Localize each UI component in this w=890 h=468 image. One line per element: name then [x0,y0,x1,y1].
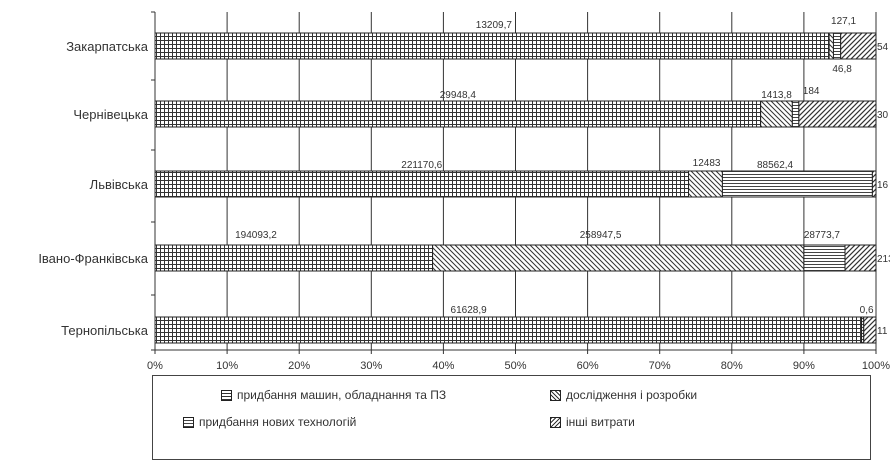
x-tick-label: 30% [360,360,382,372]
bar-1 [760,100,793,128]
x-tick-label: 20% [288,360,310,372]
bar-1 [688,170,723,198]
x-tick-label: 40% [432,360,454,372]
category-label: Чернівецька [73,107,148,122]
legend-label-technologies: придбання нових технологій [199,415,357,429]
legend: придбання машин, обладнання та ПЗ дослід… [152,375,871,460]
bar-0 [154,316,863,344]
legend-swatch-technologies [183,416,194,428]
bar-3 [844,244,877,272]
data-label: 88562,4 [757,160,794,171]
data-label: 221170,6 [401,160,442,171]
category-label: Тернопільська [61,323,149,338]
data-label: 0,6 [860,305,874,316]
x-tick-label: 0% [147,360,163,372]
legend-swatch-machines [221,389,232,401]
legend-swatch-other [550,416,561,428]
legend-swatch-research [550,389,561,401]
legend-item-machines: придбання машин, обладнання та ПЗ [221,388,446,402]
x-tick-label: 100% [862,360,890,372]
legend-item-other: інші витрати [550,415,635,429]
data-label: 28773,7 [804,230,841,241]
bar-2 [803,244,846,272]
bar-0 [154,170,690,198]
data-label: 16 [877,180,889,191]
legend-label-research: дослідження і розробки [566,388,698,402]
data-label: 258947,5 [580,230,622,241]
data-label: 54 [877,42,889,53]
data-label: 1413,8 [761,90,792,101]
data-label: 184 [803,86,820,97]
data-label: 46,8 [832,64,852,75]
bar-1 [828,32,834,60]
data-label: 213 [877,254,890,265]
bar-3 [863,316,877,344]
data-label: 11 [877,326,888,337]
x-tick-label: 80% [721,360,743,372]
bar-2 [791,100,800,128]
bar-3 [840,32,877,60]
bar-0 [154,100,762,128]
bar-3 [798,100,877,128]
bar-0 [154,244,434,272]
bar-0 [154,32,830,60]
data-label: 13209,7 [476,20,513,31]
category-label: Львівська [90,177,149,192]
legend-item-research: дослідження і розробки [550,388,697,402]
legend-label-machines: придбання машин, обладнання та ПЗ [237,388,447,402]
data-label: 127,1 [831,16,856,27]
legend-item-technologies: придбання нових технологій [183,415,356,429]
data-label: 29948,4 [440,90,477,101]
bar-1 [432,244,805,272]
category-label: Івано-Франківська [38,251,148,266]
data-label: 30 [877,110,889,121]
bar-2 [721,170,873,198]
legend-label-other: інші витрати [566,415,635,429]
bar-3 [871,170,877,198]
x-tick-label: 10% [216,360,238,372]
x-tick-label: 60% [577,360,599,372]
data-label: 61628,9 [451,305,488,316]
bar-2 [832,32,842,60]
data-label: 194093,2 [235,230,277,241]
x-tick-label: 50% [504,360,526,372]
x-tick-label: 90% [793,360,815,372]
x-tick-label: 70% [649,360,671,372]
category-label: Закарпатська [66,39,149,54]
data-label: 12483 [693,158,721,169]
